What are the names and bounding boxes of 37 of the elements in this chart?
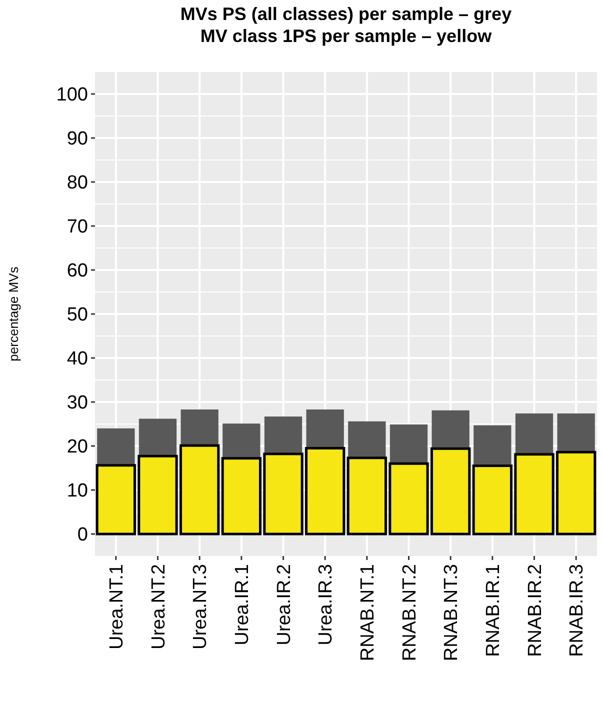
chart-title: MVs PS (all classes) per sample – grey MV class 1PS per sample – yellow <box>180 4 512 46</box>
x-tick-label: RNAB.NT.2 <box>399 564 420 662</box>
y-tick-label: 50 <box>66 304 88 326</box>
bar <box>348 421 386 458</box>
x-tick-label: Urea.NT.2 <box>148 564 170 650</box>
bar <box>97 428 135 466</box>
x-tick-label: RNAB.IR.3 <box>566 564 588 657</box>
x-tick-label: RNAB.NT.3 <box>441 564 462 662</box>
y-tick-label: 30 <box>66 392 88 414</box>
bar <box>264 416 302 454</box>
x-tick-label: RNAB.IR.2 <box>524 564 546 657</box>
y-axis-title: percentage MVs <box>6 266 21 362</box>
x-tick-label: Urea.IR.3 <box>316 564 337 646</box>
x-tick-label: Urea.IR.2 <box>274 564 295 646</box>
y-tick-label: 70 <box>66 216 88 238</box>
bar <box>474 425 512 466</box>
y-tick-label: 20 <box>66 436 88 458</box>
y-tick-label: 10 <box>66 480 88 502</box>
bar <box>557 413 595 452</box>
bar <box>306 409 344 448</box>
bar <box>180 409 218 446</box>
bar <box>432 410 470 449</box>
y-tick-label: 80 <box>66 172 88 194</box>
x-tick-label: Urea.IR.1 <box>232 564 254 646</box>
x-tick-label: Urea.NT.3 <box>190 564 212 650</box>
bar <box>222 424 260 458</box>
y-tick-label: 0 <box>77 524 88 546</box>
x-tick-label: RNAB.NT.1 <box>358 564 379 662</box>
y-tick-label: 100 <box>56 84 88 106</box>
y-tick-label: 40 <box>66 348 88 370</box>
y-tick-label: 60 <box>66 260 88 282</box>
x-tick-label: Urea.NT.1 <box>106 564 128 650</box>
bar <box>515 413 554 454</box>
bar <box>138 418 177 456</box>
y-tick-label: 90 <box>66 128 88 150</box>
bar <box>390 424 428 464</box>
x-tick-label: RNAB.IR.1 <box>483 564 504 657</box>
